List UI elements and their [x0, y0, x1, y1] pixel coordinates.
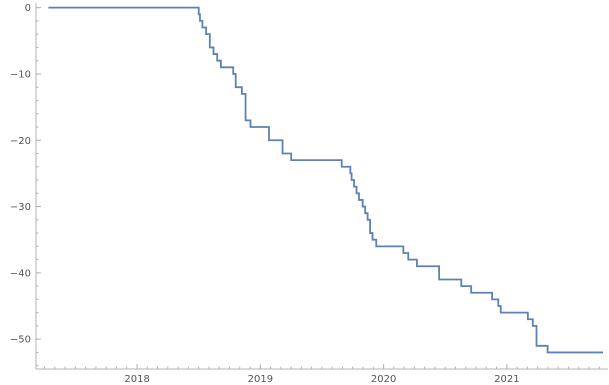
y-tick-label: 0 — [25, 3, 31, 14]
x-tick-label: 2019 — [248, 374, 273, 385]
y-tick-label: −30 — [10, 202, 31, 213]
x-tick-label: 2021 — [494, 374, 519, 385]
x-axis-ticks: 2018 2019 2020 2021 — [44, 364, 600, 385]
y-tick-label: −40 — [10, 268, 31, 279]
y-tick-label: −20 — [10, 136, 31, 147]
y-tick-label: −10 — [10, 69, 31, 80]
x-tick-label: 2018 — [124, 374, 149, 385]
plot-area — [48, 6, 604, 354]
y-axis-ticks: 0 −10 −20 −30 −40 −50 — [10, 3, 41, 367]
y-tick-label: −50 — [10, 335, 31, 346]
series-line-0 — [48, 6, 604, 354]
x-tick-label: 2020 — [371, 374, 396, 385]
axes — [35, 3, 608, 370]
